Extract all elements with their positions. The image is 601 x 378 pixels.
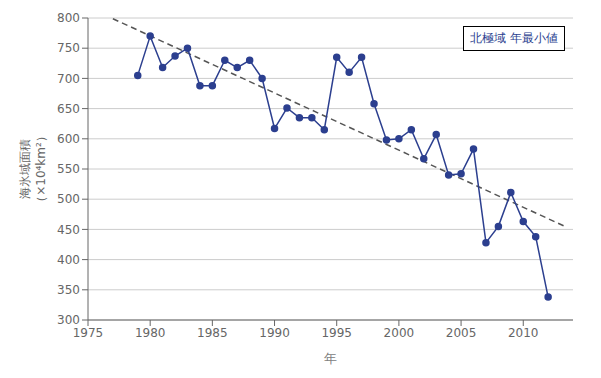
- svg-text:350: 350: [57, 283, 80, 297]
- svg-text:2010: 2010: [508, 326, 539, 340]
- svg-text:1975: 1975: [73, 326, 104, 340]
- svg-text:2005: 2005: [446, 326, 477, 340]
- svg-text:450: 450: [57, 223, 80, 237]
- svg-text:1995: 1995: [321, 326, 352, 340]
- svg-text:年: 年: [324, 351, 337, 366]
- svg-text:500: 500: [57, 192, 80, 206]
- svg-text:海氷域面積: 海氷域面積: [18, 139, 32, 199]
- svg-text:600: 600: [57, 132, 80, 146]
- svg-text:（×10⁴km²）: （×10⁴km²）: [34, 130, 48, 208]
- svg-text:650: 650: [57, 102, 80, 116]
- svg-text:2000: 2000: [384, 326, 415, 340]
- svg-text:300: 300: [57, 313, 80, 327]
- svg-text:1980: 1980: [135, 326, 166, 340]
- svg-text:1985: 1985: [197, 326, 228, 340]
- svg-text:1990: 1990: [259, 326, 290, 340]
- svg-text:400: 400: [57, 253, 80, 267]
- svg-text:800: 800: [57, 11, 80, 25]
- html-text:北極域 年最小値: 北極域 年最小値: [470, 31, 558, 45]
- svg-text:550: 550: [57, 162, 80, 176]
- svg-text:750: 750: [57, 41, 80, 55]
- svg-text:700: 700: [57, 72, 80, 86]
